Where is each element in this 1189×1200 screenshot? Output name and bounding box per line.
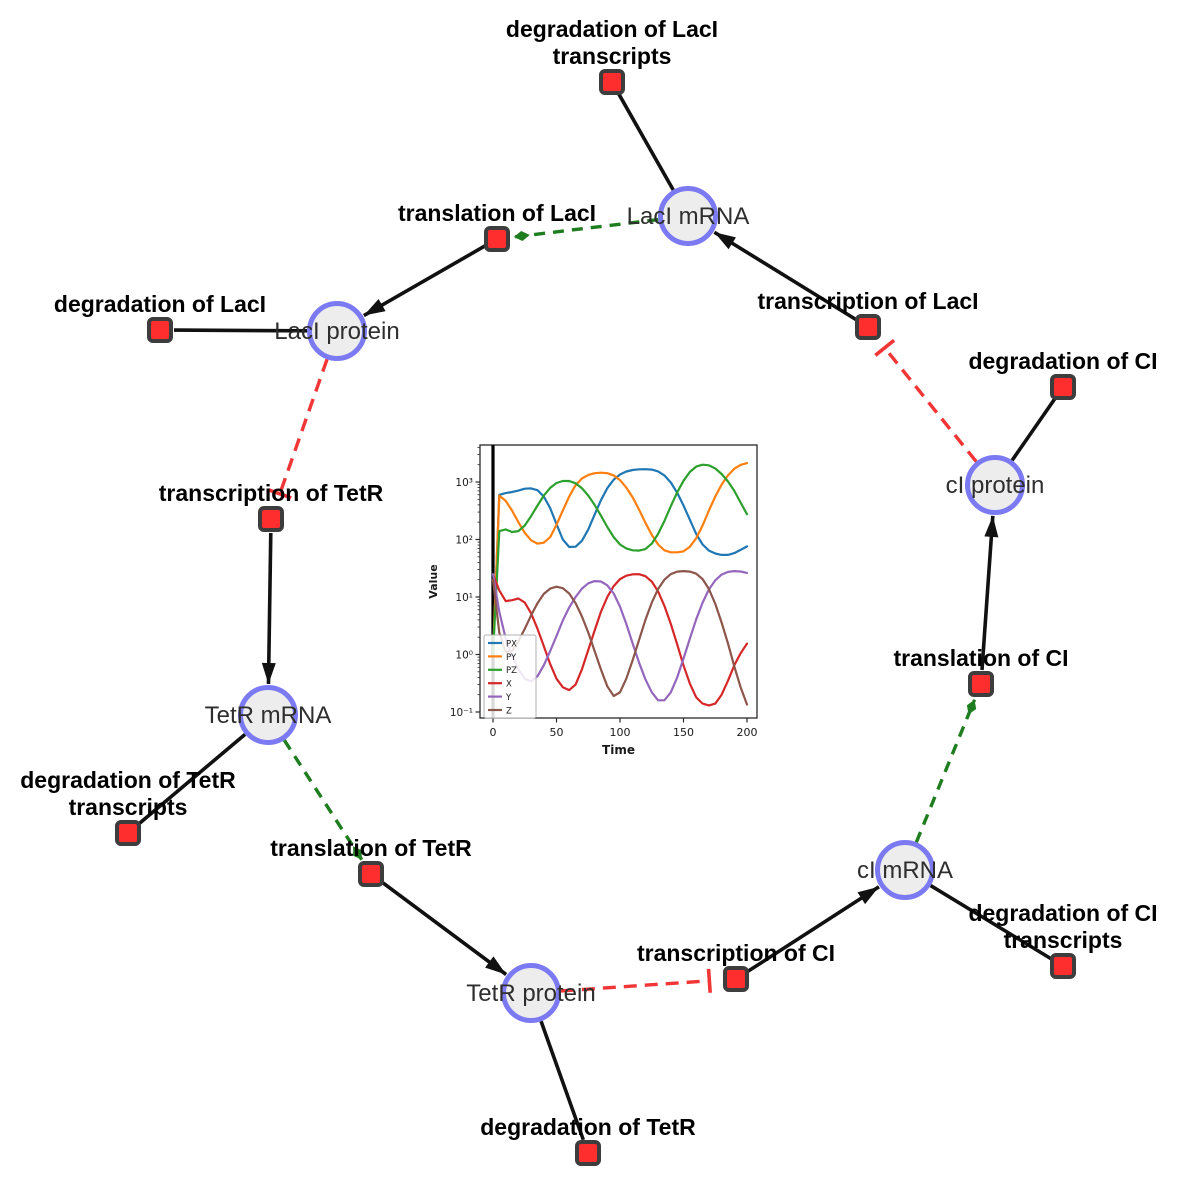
label-layer: LacI mRNA LacI protein TetR mRNA TetR prote… [20, 16, 1157, 1140]
edge-modifier-laci_mrna-transl_laci [513, 217, 659, 241]
reaction-node-transl_ci[interactable] [968, 671, 994, 697]
y-tick-label: 10¹ [455, 592, 473, 604]
y-tick-label: 10² [455, 534, 473, 546]
reaction-label-deg_ci: degradation of CI [968, 348, 1157, 374]
edge-production-transl_laci-laci_protein [362, 244, 486, 318]
edge-consumption-laci_protein-deg_laci [173, 328, 308, 333]
edge-modifier-ci_mrna-transl_ci [914, 699, 977, 843]
reaction-label-tx_laci: transcription of LacI [757, 288, 978, 314]
reaction-node-transl_tetr[interactable] [358, 861, 384, 887]
reaction-node-tx_tetr[interactable] [258, 506, 284, 532]
legend-label-X: X [506, 680, 512, 690]
series-line-PZ [491, 463, 749, 656]
chart-y-axis-label: Value [427, 564, 440, 598]
chart-legend: PX PY PZ XYZ [483, 634, 537, 719]
x-tick-label: 150 [673, 726, 694, 739]
node-layer [115, 69, 1076, 1166]
species-node-laci_protein[interactable] [307, 301, 367, 361]
edge-modifier-tetr_mrna-transl_tetr [282, 739, 364, 861]
legend-label-PX: PX [506, 639, 517, 649]
reaction-node-deg_laci_tx[interactable] [599, 69, 625, 95]
x-tick-label: 50 [550, 726, 564, 739]
species-label-ci_mrna: cI mRNA [857, 857, 953, 884]
series-line-X [491, 573, 749, 707]
species-label-laci_protein: LacI protein [274, 318, 399, 345]
reaction-label-deg_laci: degradation of LacI [54, 291, 266, 317]
edge-consumption-tetr_mrna-deg_tetr_tx [137, 732, 247, 826]
reaction-node-transl_laci[interactable] [484, 226, 510, 252]
species-node-tetr_mrna[interactable] [238, 685, 298, 745]
reaction-label-deg_ci_tx-line2: transcripts [1004, 927, 1123, 953]
series-line-PX [491, 468, 749, 656]
x-tick-label: 0 [490, 726, 497, 739]
species-node-ci_mrna[interactable] [875, 840, 935, 900]
plot-frame [479, 444, 758, 719]
edge-production-tx_ci-ci_mrna [746, 885, 880, 973]
edge-consumption-ci_protein-deg_ci [1010, 397, 1057, 462]
species-label-tetr_protein: TetR protein [466, 980, 595, 1007]
reaction-node-tx_ci[interactable] [723, 966, 749, 992]
edge-consumption-tetr_protein-deg_tetr [539, 1020, 585, 1141]
edge-consumption-ci_mrna-deg_ci_tx [929, 884, 1052, 961]
inset-chart: 10³ 10² 10¹ 10⁰ 10⁻¹ 0 50 100 150 200 Time Value PX P… [425, 438, 780, 768]
reaction-label-transl_ci: translation of CI [893, 645, 1068, 671]
legend-label-PY: PY [506, 653, 517, 663]
edge-production-tx_tetr-tetr_mrna [261, 532, 276, 685]
species-node-ci_protein[interactable] [965, 455, 1025, 515]
reaction-label-deg_tetr: degradation of TetR [480, 1114, 696, 1140]
reaction-node-tx_laci[interactable] [855, 314, 881, 340]
x-tick-label: 200 [737, 726, 758, 739]
species-label-ci_protein: cI protein [946, 472, 1045, 499]
edge-production-tx_laci-laci_mrna [713, 230, 858, 322]
reaction-node-deg_ci_tx[interactable] [1050, 953, 1076, 979]
reaction-label-deg_laci_tx-line2: transcripts [553, 43, 672, 69]
reaction-label-transl_tetr: translation of TetR [270, 835, 472, 861]
reaction-label-deg_ci_tx-line1: degradation of CI [968, 900, 1157, 926]
reaction-label-deg_laci_tx-line1: degradation of LacI [506, 16, 718, 42]
edge-production-transl_tetr-tetr_protein [381, 880, 508, 976]
edge-inhibition-laci_protein-tx_tetr [267, 358, 329, 500]
species-node-tetr_protein[interactable] [501, 963, 561, 1023]
edge-layer [137, 93, 1057, 1141]
chart-x-axis-label: Time [602, 743, 635, 757]
y-tick-label: 10⁻¹ [450, 707, 473, 719]
reaction-label-deg_tetr_tx-line2: transcripts [69, 794, 188, 820]
reaction-node-deg_tetr[interactable] [575, 1140, 601, 1166]
legend-label-PZ: PZ [506, 666, 517, 676]
y-tick-label: 10³ [455, 477, 473, 489]
species-node-laci_mrna[interactable] [658, 186, 718, 246]
y-tick-label: 10⁰ [455, 649, 473, 661]
x-tick-label: 100 [610, 726, 631, 739]
species-label-laci_mrna: LacI mRNA [627, 203, 750, 230]
edge-inhibition-ci_protein-tx_laci [874, 338, 978, 463]
edge-production-transl_ci-ci_protein [980, 515, 999, 671]
reaction-node-deg_tetr_tx[interactable] [115, 820, 141, 846]
reaction-label-deg_tetr_tx-line1: degradation of TetR [20, 767, 236, 793]
species-label-tetr_mrna: TetR mRNA [205, 702, 332, 729]
reaction-label-tx_tetr: transcription of TetR [159, 480, 384, 506]
legend-label-Z: Z [506, 706, 512, 716]
series-line-PY [491, 462, 749, 656]
edge-consumption-laci_mrna-deg_laci_tx [617, 93, 675, 191]
edge-inhibition-tetr_protein-tx_ci [560, 968, 712, 993]
legend-label-Y: Y [505, 693, 512, 703]
series-line-Z [491, 570, 749, 706]
reaction-label-tx_ci: transcription of CI [637, 940, 835, 966]
reaction-node-deg_laci[interactable] [147, 317, 173, 343]
reaction-label-transl_laci: translation of LacI [398, 200, 596, 226]
reaction-node-deg_ci[interactable] [1050, 374, 1076, 400]
